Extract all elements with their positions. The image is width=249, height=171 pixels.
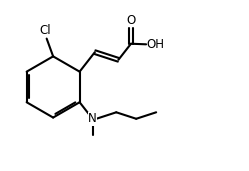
- Text: N: N: [88, 112, 97, 125]
- Text: OH: OH: [147, 38, 165, 51]
- Text: O: O: [126, 14, 136, 27]
- Text: Cl: Cl: [39, 24, 51, 37]
